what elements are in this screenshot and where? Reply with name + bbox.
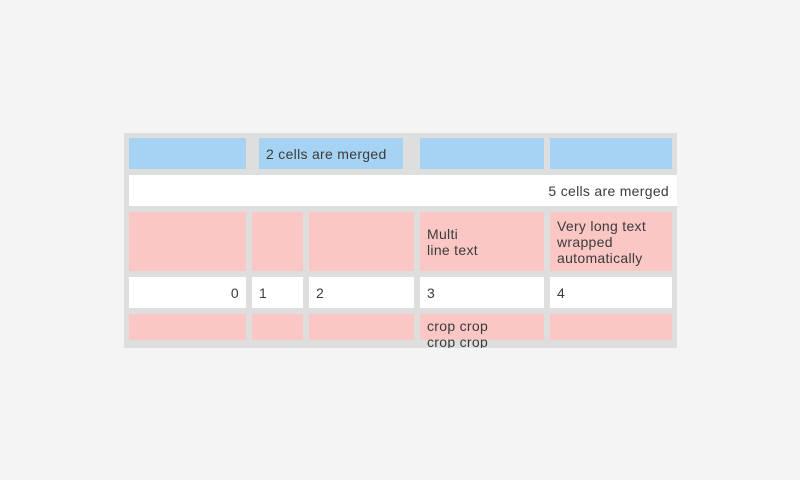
cell-text: 1 bbox=[259, 284, 268, 301]
table-cell-r4c1 bbox=[252, 314, 303, 340]
cell-text: 3 bbox=[427, 284, 436, 301]
cell-text: 4 bbox=[557, 284, 566, 301]
cell-text: crop crop crop crop bbox=[427, 318, 489, 348]
table-cell-r3c4: 4 bbox=[550, 277, 672, 308]
table-cell-r4c0 bbox=[129, 314, 246, 340]
cell-text: 2 cells are merged bbox=[266, 145, 387, 162]
table-cell-r4c2 bbox=[309, 314, 414, 340]
cell-text: Very long text wrapped automatically bbox=[557, 217, 647, 266]
table-cell-r4c4 bbox=[550, 314, 672, 340]
table-cell-r4c3-cropped: crop crop crop crop bbox=[420, 314, 544, 348]
table-cell-r3c0: 0 bbox=[129, 277, 246, 308]
cell-text: 0 bbox=[230, 284, 239, 301]
table-cell-r0c1-merged: 2 cells are merged bbox=[259, 138, 403, 169]
table-cell-r0c0 bbox=[129, 138, 246, 169]
table-cell-r2c2 bbox=[309, 212, 414, 271]
cell-text: 5 cells are merged bbox=[548, 182, 669, 199]
table-cell-r2c0 bbox=[129, 212, 246, 271]
table-widget: 2 cells are merged 5 cells are merged Mu… bbox=[124, 133, 677, 348]
table-cell-r1-merged: 5 cells are merged bbox=[129, 175, 677, 206]
table-cell-r2c1 bbox=[252, 212, 303, 271]
cell-text: 2 bbox=[316, 284, 325, 301]
cell-text: Multi line text bbox=[427, 225, 478, 258]
table-cell-r2c4: Very long text wrapped automatically bbox=[550, 212, 672, 271]
table-cell-r3c1: 1 bbox=[252, 277, 303, 308]
table-cell-r0c3 bbox=[420, 138, 544, 169]
table-cell-r2c3: Multi line text bbox=[420, 212, 544, 271]
table-cell-r3c2: 2 bbox=[309, 277, 414, 308]
table-cell-r0c4 bbox=[550, 138, 672, 169]
table-cell-r3c3: 3 bbox=[420, 277, 544, 308]
